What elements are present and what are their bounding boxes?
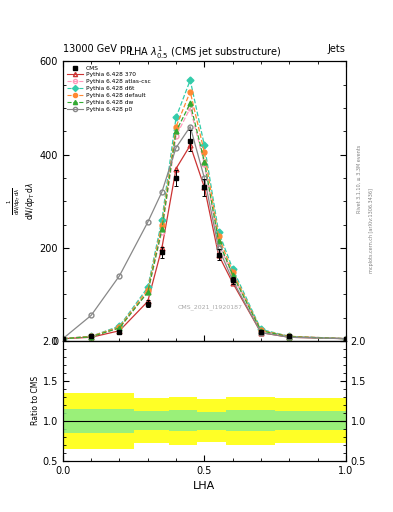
Pythia 6.428 p0 — [174, 144, 178, 151]
Title: LHA $\lambda^1_{0.5}$ (CMS jet substructure): LHA $\lambda^1_{0.5}$ (CMS jet substruct… — [128, 45, 281, 61]
Pythia 6.428 dw — [230, 272, 235, 278]
Legend: CMS, Pythia 6.428 370, Pythia 6.428 atlas-csc, Pythia 6.428 d6t, Pythia 6.428 de: CMS, Pythia 6.428 370, Pythia 6.428 atla… — [66, 65, 152, 113]
Pythia 6.428 d6t — [216, 228, 221, 234]
Pythia 6.428 atlas-csc — [202, 161, 207, 167]
Pythia 6.428 370 — [174, 165, 178, 172]
Pythia 6.428 d6t — [174, 114, 178, 120]
Pythia 6.428 atlas-csc — [174, 133, 178, 139]
Pythia 6.428 370 — [216, 252, 221, 258]
Pythia 6.428 dw — [259, 328, 263, 334]
Pythia 6.428 default — [61, 335, 65, 342]
Pythia 6.428 p0 — [202, 175, 207, 181]
Pythia 6.428 d6t — [230, 266, 235, 272]
Pythia 6.428 p0 — [188, 123, 193, 130]
Text: Rivet 3.1.10, ≥ 3.3M events: Rivet 3.1.10, ≥ 3.3M events — [357, 145, 362, 214]
Pythia 6.428 p0 — [160, 189, 164, 195]
Pythia 6.428 atlas-csc — [343, 335, 348, 342]
Pythia 6.428 370 — [202, 184, 207, 190]
Pythia 6.428 dw — [343, 335, 348, 342]
Pythia 6.428 d6t — [188, 77, 193, 83]
Pythia 6.428 d6t — [61, 335, 65, 342]
Pythia 6.428 dw — [174, 128, 178, 134]
Pythia 6.428 dw — [216, 238, 221, 244]
Text: 13000 GeV pp: 13000 GeV pp — [63, 44, 132, 54]
Pythia 6.428 atlas-csc — [145, 289, 150, 295]
Pythia 6.428 p0 — [343, 335, 348, 342]
Line: Pythia 6.428 dw: Pythia 6.428 dw — [61, 101, 348, 341]
Pythia 6.428 atlas-csc — [287, 333, 292, 339]
Pythia 6.428 atlas-csc — [188, 105, 193, 111]
Pythia 6.428 default — [202, 149, 207, 155]
Pythia 6.428 dw — [61, 335, 65, 342]
Pythia 6.428 default — [230, 269, 235, 275]
Pythia 6.428 default — [160, 221, 164, 227]
Pythia 6.428 default — [343, 335, 348, 342]
Text: Jets: Jets — [328, 44, 346, 54]
Line: Pythia 6.428 370: Pythia 6.428 370 — [61, 143, 348, 341]
Pythia 6.428 default — [287, 333, 292, 339]
Pythia 6.428 p0 — [89, 312, 94, 318]
Pythia 6.428 dw — [89, 334, 94, 340]
Pythia 6.428 p0 — [259, 330, 263, 336]
Pythia 6.428 p0 — [61, 335, 65, 342]
X-axis label: LHA: LHA — [193, 481, 215, 491]
Pythia 6.428 dw — [145, 289, 150, 295]
Line: Pythia 6.428 atlas-csc: Pythia 6.428 atlas-csc — [61, 105, 348, 341]
Pythia 6.428 p0 — [287, 334, 292, 340]
Pythia 6.428 370 — [89, 334, 94, 340]
Line: Pythia 6.428 d6t: Pythia 6.428 d6t — [61, 78, 348, 341]
Pythia 6.428 d6t — [89, 333, 94, 339]
Pythia 6.428 atlas-csc — [160, 228, 164, 234]
Pythia 6.428 dw — [188, 100, 193, 106]
Pythia 6.428 370 — [61, 335, 65, 342]
Pythia 6.428 370 — [160, 245, 164, 251]
Pythia 6.428 dw — [117, 325, 122, 331]
Pythia 6.428 370 — [145, 298, 150, 305]
Pythia 6.428 default — [216, 233, 221, 239]
Pythia 6.428 dw — [160, 226, 164, 232]
Pythia 6.428 atlas-csc — [230, 273, 235, 279]
Pythia 6.428 370 — [188, 142, 193, 148]
Pythia 6.428 default — [145, 287, 150, 293]
Pythia 6.428 d6t — [343, 335, 348, 342]
Pythia 6.428 default — [188, 89, 193, 95]
Text: mcplots.cern.ch [arXiv:1306.3436]: mcplots.cern.ch [arXiv:1306.3436] — [369, 188, 374, 273]
Pythia 6.428 d6t — [287, 333, 292, 339]
Pythia 6.428 default — [89, 333, 94, 339]
Pythia 6.428 atlas-csc — [216, 240, 221, 246]
Pythia 6.428 d6t — [160, 217, 164, 223]
Pythia 6.428 p0 — [230, 278, 235, 284]
Pythia 6.428 dw — [202, 159, 207, 165]
Pythia 6.428 atlas-csc — [117, 325, 122, 331]
Pythia 6.428 default — [117, 324, 122, 330]
Y-axis label: Ratio to CMS: Ratio to CMS — [31, 376, 40, 425]
Pythia 6.428 370 — [230, 280, 235, 286]
Pythia 6.428 370 — [259, 330, 263, 336]
Pythia 6.428 p0 — [216, 245, 221, 251]
Pythia 6.428 atlas-csc — [61, 335, 65, 342]
Y-axis label: $\frac{1}{\mathrm{d}N / \mathrm{d}p_T\,\mathrm{d}\lambda}$
$\mathrm{d}N / \mathr: $\frac{1}{\mathrm{d}N / \mathrm{d}p_T\,\… — [5, 182, 37, 220]
Pythia 6.428 atlas-csc — [89, 333, 94, 339]
Pythia 6.428 p0 — [145, 219, 150, 225]
Pythia 6.428 p0 — [117, 273, 122, 279]
Pythia 6.428 d6t — [202, 142, 207, 148]
Pythia 6.428 d6t — [259, 326, 263, 332]
Pythia 6.428 atlas-csc — [259, 328, 263, 334]
Line: Pythia 6.428 default: Pythia 6.428 default — [61, 89, 348, 341]
Line: Pythia 6.428 p0: Pythia 6.428 p0 — [61, 124, 348, 341]
Pythia 6.428 d6t — [145, 284, 150, 290]
Pythia 6.428 370 — [343, 335, 348, 342]
Pythia 6.428 dw — [287, 334, 292, 340]
Pythia 6.428 d6t — [117, 323, 122, 329]
Pythia 6.428 default — [174, 123, 178, 130]
Pythia 6.428 370 — [117, 328, 122, 334]
Pythia 6.428 default — [259, 327, 263, 333]
Text: CMS_2021_I1920187: CMS_2021_I1920187 — [178, 305, 242, 310]
Pythia 6.428 370 — [287, 334, 292, 340]
